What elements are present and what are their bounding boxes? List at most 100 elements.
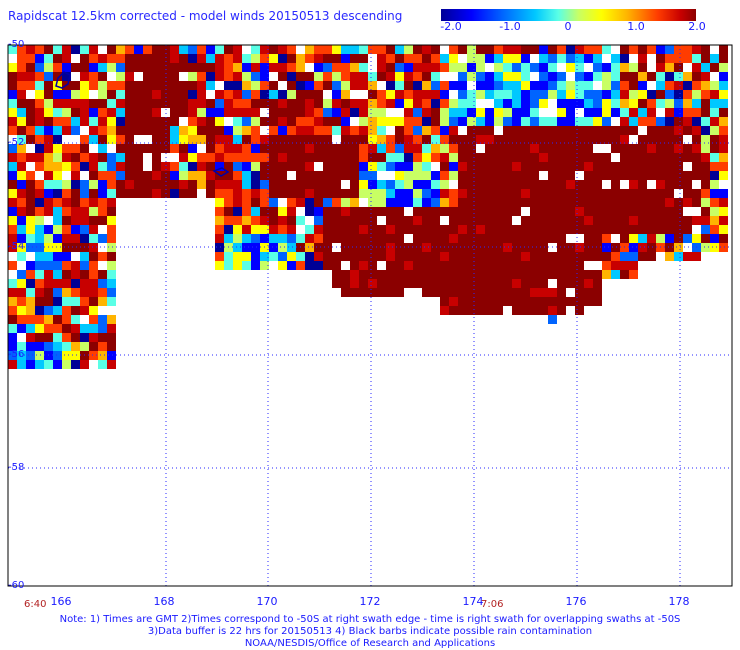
wind-cell: [521, 225, 530, 234]
wind-cell: [80, 261, 89, 270]
wind-cell: [611, 270, 620, 279]
wind-cell: [368, 288, 377, 297]
wind-cell: [368, 270, 377, 279]
wind-cell: [440, 162, 449, 171]
wind-cell: [413, 45, 422, 54]
wind-cell: [89, 288, 98, 297]
wind-cell: [215, 108, 224, 117]
wind-cell: [449, 288, 458, 297]
wind-cell: [188, 54, 197, 63]
wind-cell: [125, 108, 134, 117]
wind-cell: [359, 216, 368, 225]
missing-cell: [674, 189, 683, 198]
wind-cell: [332, 189, 341, 198]
wind-cell: [188, 153, 197, 162]
wind-cell: [107, 198, 116, 207]
wind-cell: [242, 171, 251, 180]
wind-cell: [89, 225, 98, 234]
wind-cell: [305, 144, 314, 153]
wind-cell: [80, 306, 89, 315]
wind-cell: [449, 117, 458, 126]
wind-cell: [35, 99, 44, 108]
wind-cell: [251, 108, 260, 117]
wind-cell: [413, 135, 422, 144]
wind-cell: [476, 72, 485, 81]
wind-cell: [350, 288, 359, 297]
wind-cell: [323, 198, 332, 207]
wind-cell: [368, 252, 377, 261]
wind-cell: [701, 243, 710, 252]
wind-cell: [494, 99, 503, 108]
wind-cell: [503, 270, 512, 279]
wind-cell: [278, 180, 287, 189]
wind-cell: [395, 234, 404, 243]
wind-cell: [395, 162, 404, 171]
wind-cell: [35, 135, 44, 144]
wind-cell: [395, 270, 404, 279]
wind-cell: [53, 45, 62, 54]
wind-cell: [71, 324, 80, 333]
wind-cell: [80, 81, 89, 90]
wind-cell: [458, 135, 467, 144]
missing-cell: [656, 108, 665, 117]
wind-cell: [71, 126, 80, 135]
wind-cell: [8, 261, 17, 270]
wind-cell: [512, 99, 521, 108]
wind-cell: [107, 324, 116, 333]
wind-cell: [674, 234, 683, 243]
wind-cell: [44, 63, 53, 72]
note-line-3: NOAA/NESDIS/Office of Research and Appli…: [244, 638, 496, 649]
wind-cell: [593, 207, 602, 216]
wind-cell: [557, 198, 566, 207]
wind-cell: [80, 54, 89, 63]
wind-cell: [35, 90, 44, 99]
wind-cell: [125, 144, 134, 153]
wind-cell: [674, 225, 683, 234]
missing-cell: [359, 198, 368, 207]
wind-cell: [215, 99, 224, 108]
wind-cell: [485, 198, 494, 207]
missing-cell: [89, 90, 98, 99]
wind-cell: [314, 261, 323, 270]
wind-cell: [512, 207, 521, 216]
wind-cell: [449, 108, 458, 117]
wind-cell: [332, 45, 341, 54]
wind-cell: [377, 225, 386, 234]
wind-cell: [98, 135, 107, 144]
wind-cell: [611, 126, 620, 135]
wind-cell: [296, 108, 305, 117]
wind-cell: [233, 153, 242, 162]
wind-cell: [35, 81, 44, 90]
wind-cell: [8, 99, 17, 108]
wind-cell: [485, 189, 494, 198]
wind-cell: [62, 45, 71, 54]
wind-cell: [17, 117, 26, 126]
wind-cell: [395, 135, 404, 144]
wind-cell: [251, 198, 260, 207]
wind-cell: [458, 198, 467, 207]
wind-cell: [71, 270, 80, 279]
wind-cell: [440, 234, 449, 243]
wind-cell: [458, 180, 467, 189]
wind-cell: [269, 126, 278, 135]
wind-cell: [359, 126, 368, 135]
wind-cell: [422, 162, 431, 171]
wind-cell: [53, 126, 62, 135]
wind-cell: [188, 126, 197, 135]
wind-cell: [17, 54, 26, 63]
wind-cell: [8, 342, 17, 351]
wind-cell: [170, 45, 179, 54]
wind-cell: [413, 252, 422, 261]
wind-cell: [8, 81, 17, 90]
wind-cell: [197, 99, 206, 108]
wind-cell: [575, 198, 584, 207]
wind-cell: [494, 81, 503, 90]
wind-cell: [62, 108, 71, 117]
wind-cell: [89, 270, 98, 279]
wind-cell: [35, 351, 44, 360]
wind-cell: [584, 108, 593, 117]
wind-cell: [359, 207, 368, 216]
wind-cell: [323, 207, 332, 216]
wind-cell: [422, 144, 431, 153]
wind-cell: [629, 126, 638, 135]
